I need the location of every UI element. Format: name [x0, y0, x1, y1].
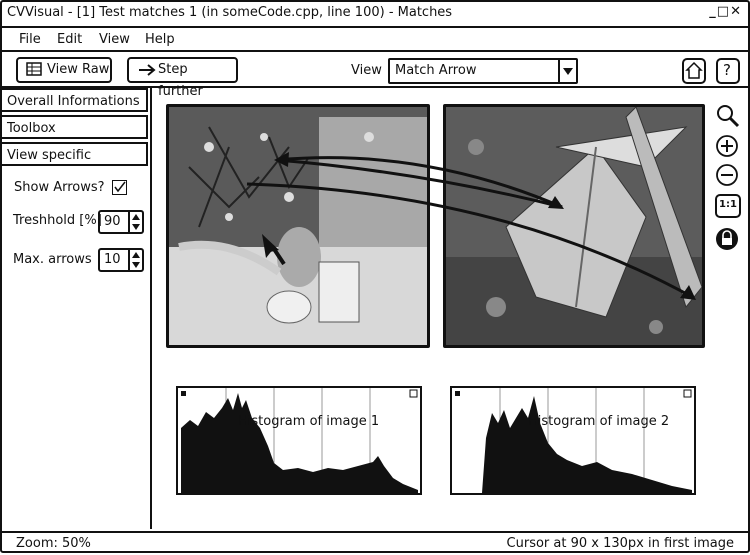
home-button[interactable] — [682, 58, 706, 84]
view-label: View — [351, 63, 382, 78]
threshold-value[interactable]: 90 — [104, 214, 121, 229]
chevron-down-icon[interactable] — [558, 60, 576, 82]
cursor-icon — [262, 234, 274, 258]
still-life-photo — [169, 107, 427, 345]
help-icon: ? — [723, 61, 731, 79]
step-further-label: Step further — [158, 62, 203, 99]
table-icon — [26, 62, 42, 76]
second-image[interactable] — [443, 104, 705, 348]
cursor-status: Cursor at 90 x 130px in first image — [506, 536, 734, 551]
histogram-2-label: Histogram of image 2 — [528, 414, 670, 429]
maximize-icon[interactable]: □ — [716, 4, 731, 19]
checkmark-icon — [114, 181, 126, 193]
toolbar: View Raw Step further View Match Arrow ? — [2, 52, 748, 99]
sidebar-item-label: Toolbox — [7, 121, 56, 136]
view-raw-label: View Raw — [47, 62, 110, 77]
magnifier-icon[interactable] — [714, 102, 740, 128]
max-arrows-value[interactable]: 10 — [104, 252, 121, 267]
first-image[interactable] — [166, 104, 430, 348]
menu-help[interactable]: Help — [145, 32, 175, 47]
lock-icon[interactable] — [714, 226, 740, 252]
view-raw-button[interactable]: View Raw — [16, 57, 112, 83]
window-controls: _□✕ — [709, 4, 742, 19]
sidebar-item-toolbox[interactable]: Toolbox — [2, 115, 148, 139]
plus-icon[interactable] — [714, 133, 740, 159]
histogram-1-label: Histogram of image 1 — [238, 414, 380, 429]
menu-edit[interactable]: Edit — [57, 32, 83, 47]
show-arrows-label: Show Arrows? — [14, 180, 105, 195]
sidebar-item-label: Overall Informations — [7, 94, 140, 109]
arrow-head — [274, 152, 289, 167]
histogram-image-1 — [176, 386, 422, 495]
one-to-one-button[interactable]: 1:1 — [715, 194, 741, 218]
sidebar-item-overall-informations[interactable]: Overall Informations — [2, 88, 148, 112]
step-further-button[interactable]: Step further — [127, 57, 238, 99]
view-select[interactable]: Match Arrow — [388, 58, 578, 84]
sidebar-item-label: View specific — [7, 148, 92, 163]
sidebar: Overall Informations Toolbox View specif… — [2, 88, 152, 529]
threshold-label: Treshhold [%] — [13, 213, 102, 228]
arrow-head — [680, 285, 696, 300]
home-icon — [685, 61, 703, 79]
arrow-right-icon — [139, 64, 156, 76]
spinner-arrows-icon[interactable] — [128, 250, 142, 270]
spinner-arrows-icon[interactable] — [128, 212, 142, 232]
leaf-photo — [446, 107, 702, 345]
arrow-head — [548, 196, 564, 209]
window-title: CVVisual - [1] Test matches 1 (in someCo… — [7, 5, 453, 20]
minimize-icon[interactable]: _ — [709, 4, 717, 19]
help-button[interactable]: ? — [716, 58, 740, 84]
show-arrows-checkbox[interactable] — [112, 180, 127, 195]
threshold-spinner[interactable]: 90 — [98, 210, 144, 234]
view-select-value: Match Arrow — [395, 63, 477, 78]
max-arrows-label: Max. arrows — [13, 252, 92, 267]
max-arrows-spinner[interactable]: 10 — [98, 248, 144, 272]
one-to-one-label: 1:1 — [719, 199, 737, 210]
menu-file[interactable]: File — [19, 32, 41, 47]
histogram-image-2 — [450, 386, 696, 495]
title-bar: CVVisual - [1] Test matches 1 (in someCo… — [2, 2, 748, 28]
menu-view[interactable]: View — [99, 32, 130, 47]
menu-bar: File Edit View Help — [2, 28, 748, 52]
status-bar: Zoom: 50% Cursor at 90 x 130px in first … — [2, 531, 748, 553]
minus-icon[interactable] — [714, 162, 740, 188]
cursor-icon — [270, 244, 286, 266]
zoom-status: Zoom: 50% — [16, 536, 91, 551]
close-icon[interactable]: ✕ — [730, 4, 742, 19]
sidebar-item-view-specific[interactable]: View specific — [2, 142, 148, 166]
